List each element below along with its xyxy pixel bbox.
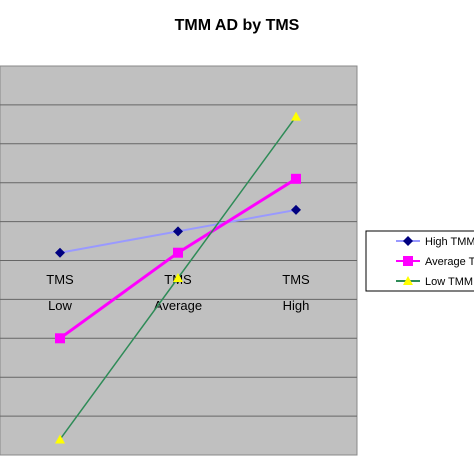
legend-marker: [403, 256, 413, 266]
data-point-1: [55, 247, 65, 258]
data-point-3: [291, 111, 301, 121]
legend-marker: [403, 236, 413, 246]
data-point-3: [173, 273, 183, 283]
data-point-3: [55, 434, 65, 444]
data-point-1: [173, 226, 183, 237]
legend-label: Average T: [425, 256, 474, 268]
data-point-2: [291, 173, 301, 184]
series-lines: [55, 111, 301, 444]
legend-label: Low TMM: [425, 276, 473, 288]
legend-marker: [403, 276, 413, 285]
category-label: TMS: [282, 272, 310, 287]
legend-label: High TMM: [425, 236, 474, 248]
category-label: TMS: [46, 272, 74, 287]
legend: High TMM Average T Low TMM: [365, 230, 474, 292]
category-label: High: [283, 298, 310, 313]
category-label: Average: [154, 298, 202, 313]
data-point-2: [173, 247, 183, 258]
category-label: Low: [48, 298, 72, 313]
data-point-1: [291, 204, 301, 215]
chart-title: TMM AD by TMS: [175, 17, 300, 34]
data-point-2: [55, 333, 65, 344]
